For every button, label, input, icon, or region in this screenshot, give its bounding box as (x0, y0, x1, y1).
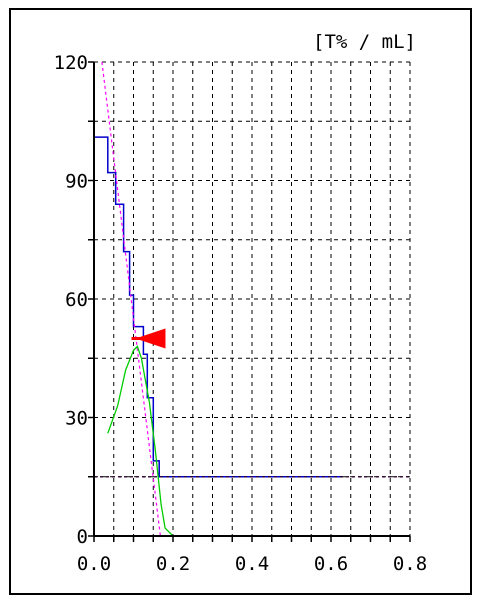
x-tick-label: 0.6 (314, 553, 348, 575)
y-tick-label: 90 (65, 171, 88, 193)
x-tick-label: 0.0 (77, 553, 111, 575)
series-line-1 (101, 61, 161, 537)
series-line-0 (94, 136, 343, 478)
y-tick-label: 120 (54, 52, 88, 74)
series-layer (94, 61, 410, 537)
axes (88, 61, 411, 542)
unit-label: [T% / mL] (313, 31, 416, 53)
y-tick-label: 0 (77, 526, 88, 548)
x-tick-label: 0.2 (156, 553, 190, 575)
grid (94, 61, 411, 536)
y-tick-label: 30 (65, 408, 88, 430)
series-line-2 (107, 345, 331, 537)
x-tick-label: 0.8 (393, 553, 427, 575)
x-tick-label: 0.4 (235, 553, 269, 575)
y-tick-label: 60 (65, 289, 88, 311)
tick-labels: 0 30 60 90 120 0.0 0.2 0.4 0.6 0.8 (54, 52, 427, 575)
chart-frame (9, 8, 472, 595)
